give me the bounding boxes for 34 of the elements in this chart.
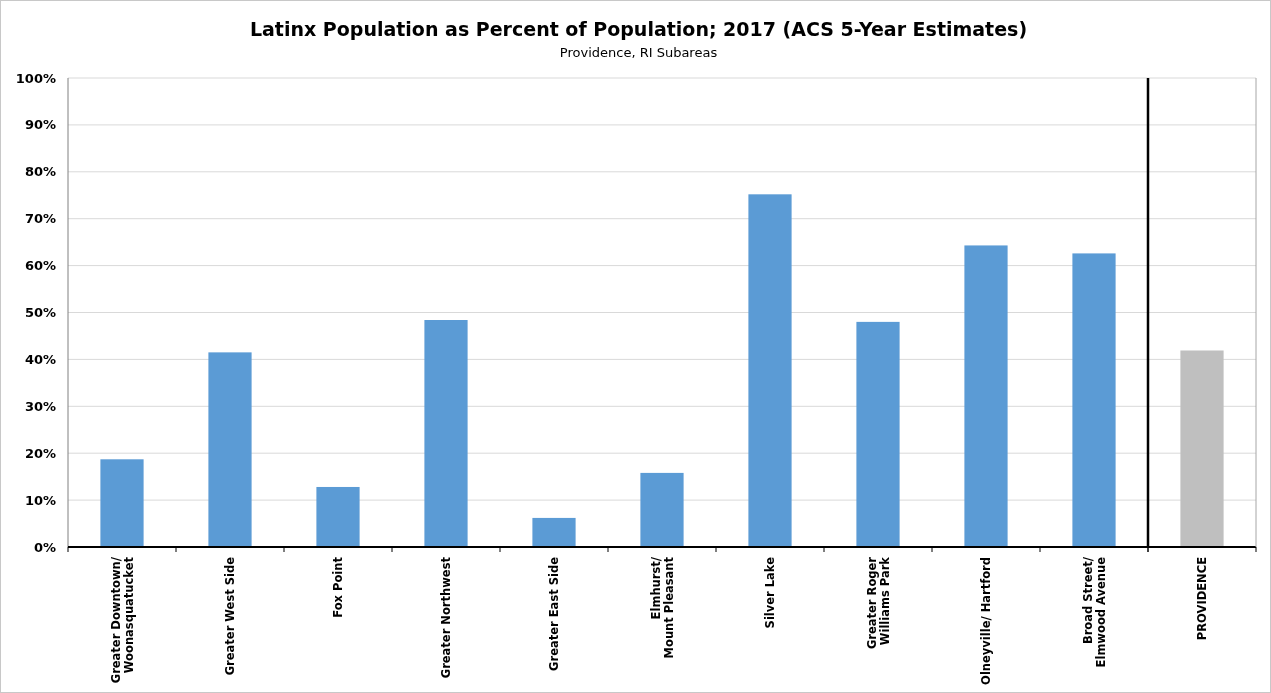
x-tick-label: Greater Roger Williams Park — [864, 556, 892, 650]
x-tick-label: Silver Lake — [763, 556, 778, 629]
bar — [856, 321, 900, 547]
bar — [640, 472, 684, 547]
y-tick-label: 10% — [24, 492, 56, 508]
x-tick-label: Greater West Side — [223, 556, 238, 676]
x-tick-label: Olneyville/ Hartford — [979, 557, 994, 685]
x-tick-label: PROVIDENCE — [1195, 556, 1210, 641]
y-tick-label: 0% — [33, 539, 56, 555]
y-tick-label: 90% — [24, 117, 56, 133]
bar — [532, 517, 576, 547]
bar — [316, 486, 360, 547]
chart-subtitle: Providence, RI Subareas — [559, 45, 718, 60]
bar — [1072, 253, 1116, 547]
bar — [100, 459, 144, 547]
bar — [748, 194, 792, 547]
x-tick-label: Greater East Side — [547, 556, 562, 671]
y-tick-label: 20% — [24, 445, 56, 461]
x-tick-label: Fox Point — [331, 556, 346, 618]
bar — [964, 245, 1008, 547]
y-tick-label: 100% — [15, 70, 56, 86]
x-tick-label: Greater Downtown/ Woonasquatucket — [108, 556, 136, 684]
y-tick-label: 30% — [24, 398, 56, 414]
x-tick-label: Broad Street/ Elmwood Avenue — [1080, 556, 1108, 668]
y-tick-label: 70% — [24, 211, 56, 227]
y-tick-label: 80% — [24, 164, 56, 180]
y-tick-label: 60% — [24, 258, 56, 274]
chart-title: Latinx Population as Percent of Population; 2017 (ACS 5-Year Estimates) — [249, 18, 1028, 40]
x-tick-label: Elmhurst/ Mount Pleasant — [648, 556, 676, 659]
bar — [208, 352, 252, 547]
y-tick-label: 50% — [24, 305, 56, 321]
x-tick-label: Greater Northwest — [439, 556, 454, 679]
y-tick-label: 40% — [24, 351, 56, 367]
bar — [424, 320, 468, 547]
